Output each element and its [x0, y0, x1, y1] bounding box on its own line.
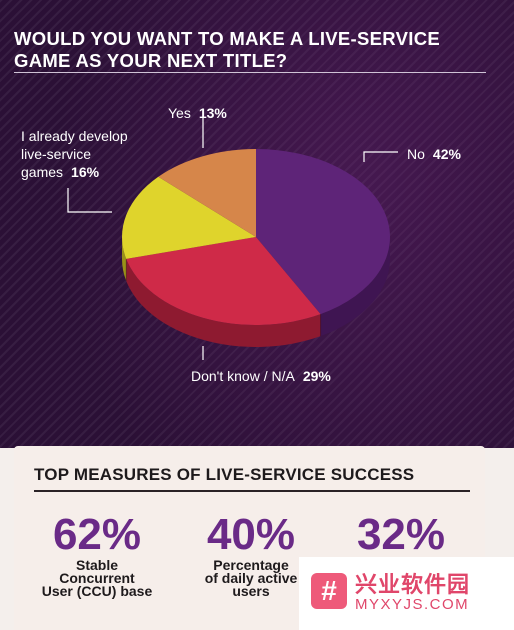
- metric-2-desc-1: Percentage: [213, 557, 289, 573]
- slice-label-yes: Yes 13%: [168, 104, 227, 122]
- leader-line-no: [363, 151, 398, 162]
- metric-1-desc-1: Stable: [75, 557, 118, 573]
- slice-label-already-value: 16%: [71, 164, 100, 180]
- metric-2-desc-2: of daily active: [204, 570, 298, 586]
- metric-1-value: 62%: [52, 510, 142, 559]
- pie-side-1-0: [126, 258, 321, 347]
- measures-divider: [34, 490, 470, 492]
- leader-lines: [67, 118, 398, 360]
- pie-slice-don-t-know-n-a: [126, 237, 321, 325]
- pie-top-layer: [122, 149, 391, 325]
- slice-label-no-value: 42%: [432, 146, 461, 162]
- metric-1: 62% Stable Concurrent User (CCU) base: [22, 510, 172, 599]
- slice-label-already-line3: games: [21, 164, 64, 180]
- slice-label-already: I already develop live-service games 16%: [21, 127, 128, 181]
- metric-2: 40% Percentage of daily active users: [176, 510, 326, 599]
- slice-label-no-name: No: [407, 146, 425, 162]
- slice-label-dontknow: Don't know / N/A 29%: [191, 367, 331, 385]
- slice-label-yes-value: 13%: [198, 105, 227, 121]
- leader-line-already: [67, 188, 112, 213]
- slice-label-no: No 42%: [407, 145, 461, 163]
- title-divider: [14, 72, 486, 73]
- watermark-logo-icon: #: [311, 573, 347, 609]
- slice-label-already-line1: I already develop: [21, 128, 128, 144]
- pie-depth-layer: [122, 237, 390, 347]
- measures-title: TOP MEASURES OF LIVE-SERVICE SUCCESS: [34, 465, 415, 484]
- metric-1-desc-2: Concurrent: [59, 570, 135, 586]
- slice-label-dontknow-value: 29%: [302, 368, 331, 384]
- pie-slice-no: [256, 149, 391, 315]
- watermark-text: 兴业软件园: [355, 572, 471, 597]
- slice-label-already-line2: live-service: [21, 146, 92, 162]
- metric-3-value: 32%: [356, 510, 446, 559]
- pie-slice-yes: [158, 149, 256, 237]
- watermark-url: MYXYJS.COM: [355, 596, 470, 613]
- watermark: # 兴业软件园 MYXYJS.COM: [299, 557, 514, 630]
- metric-2-value: 40%: [206, 510, 296, 559]
- chart-title: WOULD YOU WANT TO MAKE A LIVE-SERVICE GA…: [14, 28, 441, 71]
- pie-chart: [67, 118, 398, 360]
- metric-1-desc-3: User (CCU) base: [41, 583, 153, 599]
- slice-label-dontknow-name: Don't know / N/A: [191, 368, 295, 384]
- pie-slice-i-already-develop-live-service-games: [122, 176, 256, 259]
- metric-3: 32%: [326, 510, 476, 560]
- metric-2-desc-3: users: [232, 583, 270, 599]
- pie-side-2-0: [122, 237, 127, 281]
- slice-label-yes-name: Yes: [168, 105, 191, 121]
- pie-side-0-0: [320, 237, 390, 337]
